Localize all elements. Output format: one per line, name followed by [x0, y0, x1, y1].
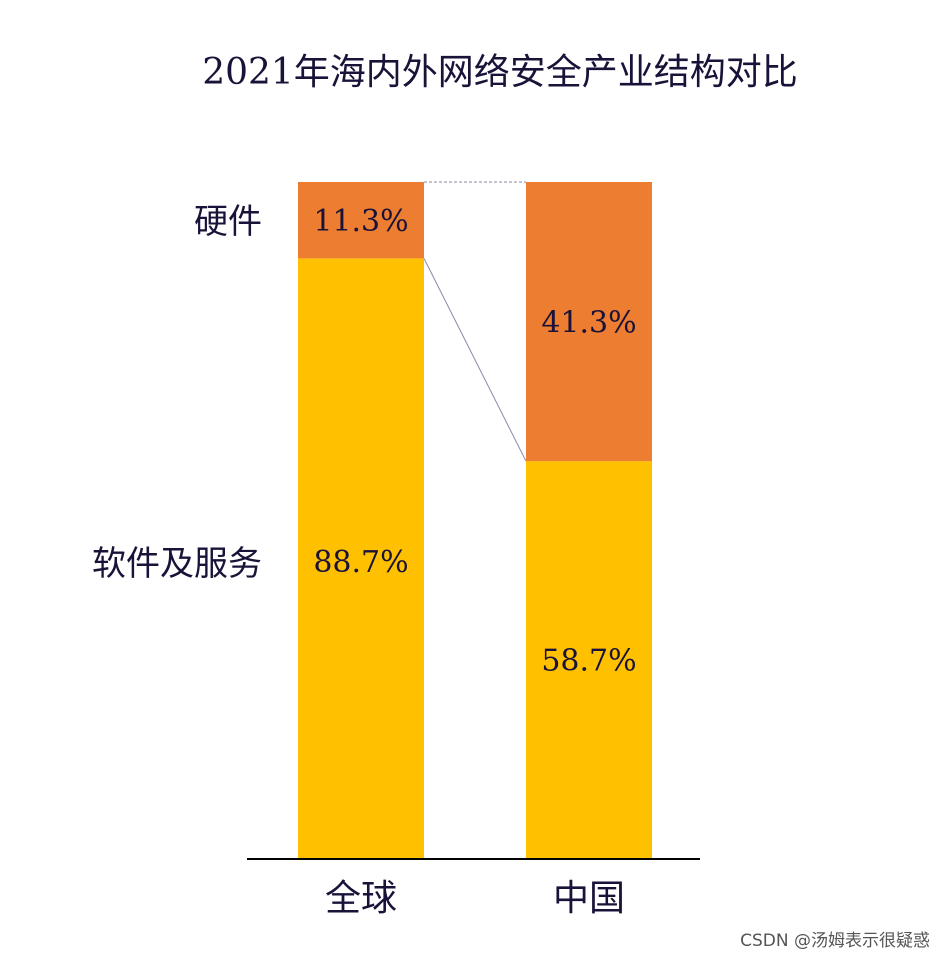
data-label-hardware-0: 11.3%: [313, 204, 408, 239]
bar-hardware-0: [298, 182, 424, 259]
connector-lines: [423, 181, 527, 462]
series-label-hardware: 硬件: [194, 202, 262, 242]
series-labels: 软件及服务 硬件: [92, 202, 262, 584]
bar-hardware-1: [526, 182, 652, 462]
data-label-hardware-1: 41.3%: [541, 306, 636, 341]
data-label-software-0: 88.7%: [313, 545, 408, 580]
category-label-1: 中国: [553, 878, 625, 919]
category-labels: 全球 中国: [325, 878, 625, 919]
chart-title: 2021年海内外网络安全产业结构对比: [202, 52, 798, 93]
connector-boundary: [423, 258, 527, 462]
watermark: CSDN @汤姆表示很疑惑: [740, 931, 930, 951]
series-label-software: 软件及服务: [92, 544, 262, 584]
bar-software-0: [298, 258, 424, 858]
category-label-0: 全球: [325, 878, 397, 919]
data-labels: 88.7% 11.3% 58.7% 41.3%: [313, 204, 636, 678]
bar-software-1: [526, 461, 652, 858]
data-label-software-1: 58.7%: [541, 644, 636, 679]
bars: [298, 182, 652, 858]
